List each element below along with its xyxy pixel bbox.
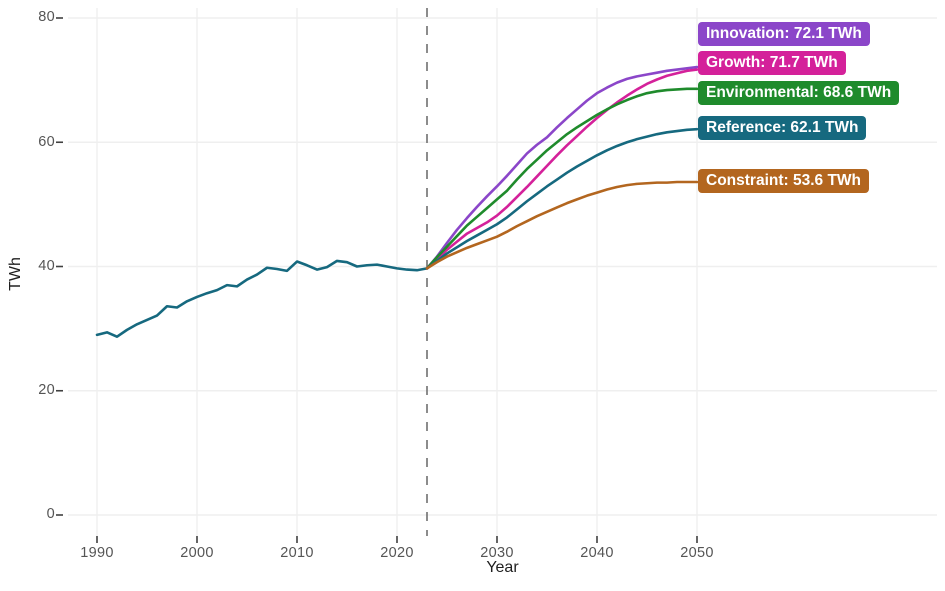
y-tick-40: 40 (38, 258, 55, 274)
x-tick-2020: 2020 (380, 545, 414, 561)
annotation-environmental: Environmental: 68.6 TWh (698, 81, 900, 105)
y-tick-60: 60 (38, 134, 55, 150)
y-axis-title: TWh (7, 257, 24, 291)
x-tick-2030: 2030 (480, 545, 514, 561)
y-tick-20: 20 (38, 382, 55, 398)
y-tick-80: 80 (38, 9, 55, 25)
x-tick-2010: 2010 (280, 545, 314, 561)
y-tick-0: 0 (46, 506, 55, 522)
x-tick-1990: 1990 (80, 545, 114, 561)
x-tick-2040: 2040 (580, 545, 614, 561)
annotation-innovation: Innovation: 72.1 TWh (698, 22, 870, 46)
x-axis-title: Year (486, 559, 519, 576)
annotation-reference: Reference: 62.1 TWh (698, 116, 867, 140)
annotation-growth: Growth: 71.7 TWh (698, 51, 846, 75)
x-tick-2050: 2050 (680, 545, 714, 561)
annotation-constraint: Constraint: 53.6 TWh (698, 169, 870, 193)
x-tick-2000: 2000 (180, 545, 214, 561)
